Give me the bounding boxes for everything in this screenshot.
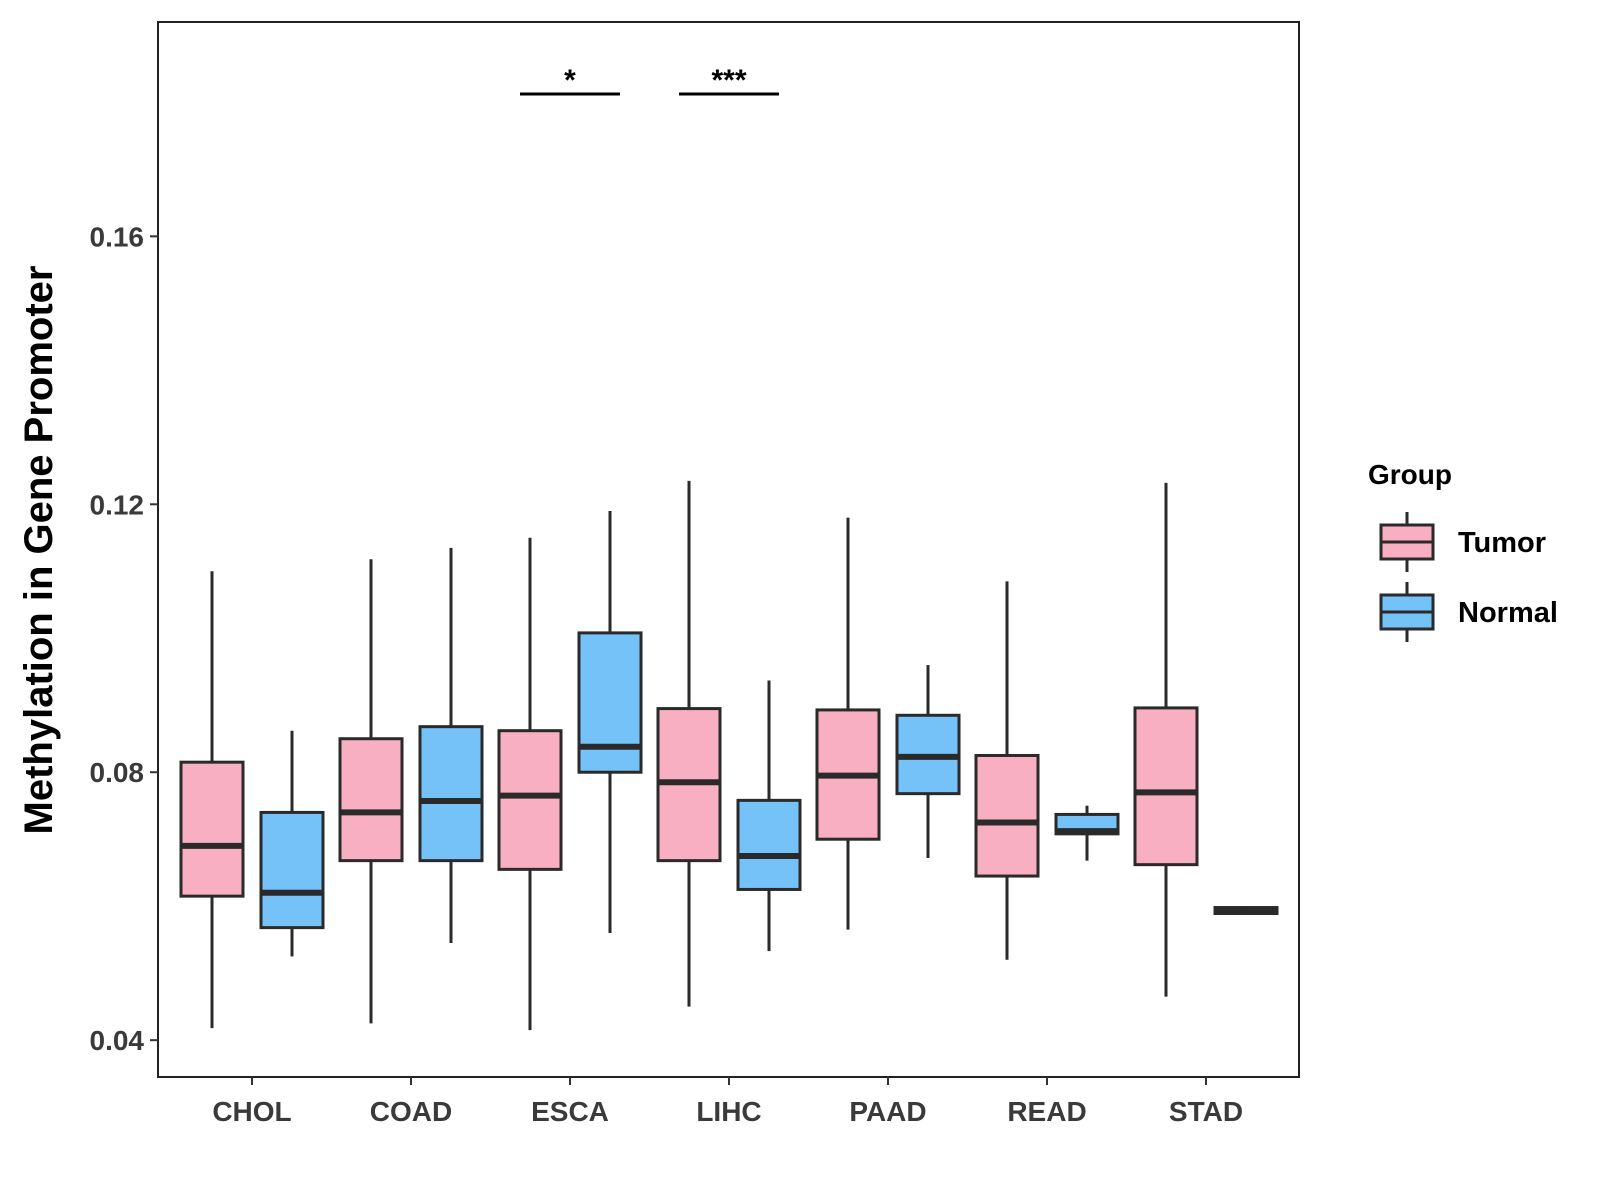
box-iqr	[1133, 706, 1199, 867]
plot-panel	[157, 21, 1300, 1078]
box-tumor-paad	[815, 517, 881, 930]
x-axis: CHOL COAD ESCA LIHC PAAD READ STAD	[212, 1077, 1243, 1127]
box-iqr	[338, 737, 404, 863]
box-iqr	[418, 725, 484, 863]
box-normal-lihc	[736, 680, 802, 952]
box-normal-chol	[259, 730, 325, 957]
legend-item-normal: Normal	[1379, 582, 1558, 642]
significance-layer: * ***	[520, 64, 779, 97]
x-tick-label: COAD	[370, 1096, 452, 1127]
significance-label: *	[564, 64, 576, 97]
box-iqr	[736, 798, 802, 891]
box-tumor-read	[974, 581, 1040, 960]
y-tick-label: 0.16	[90, 221, 145, 252]
box-iqr	[259, 810, 325, 930]
box-normal-paad	[895, 665, 961, 858]
x-tick-label: READ	[1007, 1096, 1086, 1127]
y-axis: 0.04 0.08 0.12 0.16	[90, 221, 158, 1056]
y-tick-label: 0.08	[90, 757, 145, 788]
y-tick-label: 0.12	[90, 489, 145, 520]
legend-label: Tumor	[1458, 527, 1546, 559]
box-tumor-chol	[179, 571, 245, 1029]
boxes-layer	[179, 480, 1279, 1031]
box-iqr	[497, 729, 563, 871]
box-tumor-coad	[338, 559, 404, 1024]
box-iqr	[974, 753, 1040, 878]
box-normal-stad	[1213, 906, 1279, 916]
box-normal-esca	[577, 510, 643, 933]
box-iqr	[577, 631, 643, 774]
legend-label: Normal	[1458, 597, 1558, 629]
legend-item-tumor: Tumor	[1379, 512, 1546, 572]
box-tumor-stad	[1133, 482, 1199, 997]
x-tick-label: PAAD	[849, 1096, 926, 1127]
box-tumor-esca	[497, 537, 563, 1031]
box-normal-coad	[418, 547, 484, 944]
box-tumor-lihc	[656, 480, 722, 1007]
x-tick-label: LIHC	[696, 1096, 761, 1127]
y-tick-label: 0.04	[90, 1025, 145, 1056]
significance-label: ***	[711, 64, 746, 97]
legend-title: Group	[1368, 459, 1452, 490]
box-normal-read	[1054, 805, 1120, 861]
x-tick-label: STAD	[1169, 1096, 1243, 1127]
box-iqr	[179, 760, 245, 898]
legend: Group Tumor Normal	[1368, 459, 1558, 642]
x-tick-label: CHOL	[212, 1096, 291, 1127]
y-axis-title: Methylation in Gene Promoter	[17, 266, 61, 835]
x-tick-label: ESCA	[531, 1096, 609, 1127]
